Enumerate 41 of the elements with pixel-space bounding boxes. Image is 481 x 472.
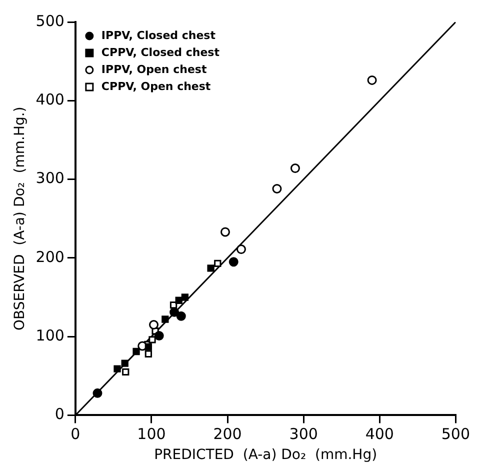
x-tick-label: 100 [137, 425, 166, 444]
point [214, 260, 222, 268]
point [92, 388, 102, 398]
point [122, 368, 130, 376]
point [144, 343, 152, 350]
x-tick-label: 500 [441, 425, 470, 444]
point [114, 365, 121, 372]
y-tick-label: 200 [36, 248, 64, 266]
point [207, 264, 214, 272]
legend-label: IPPV, Closed chest [101, 28, 216, 42]
y-tick-label: 500 [36, 12, 64, 30]
point [175, 296, 182, 304]
y-tick-label: 0 [54, 405, 64, 424]
point [121, 360, 128, 367]
x-tick-label: 300 [289, 425, 318, 444]
legend-label: CPPV, Closed chest [101, 46, 220, 59]
x-tick-label: 200 [213, 425, 242, 444]
point [170, 307, 180, 317]
legend-label: IPPV, Open chest [101, 62, 207, 76]
point [228, 257, 238, 267]
point [367, 75, 377, 85]
y-tick-label: 400 [36, 90, 64, 109]
x-tick-label: 400 [365, 425, 394, 444]
point [148, 336, 156, 344]
x-tick-label: 0 [70, 425, 80, 444]
legend-label: CPPV, Open chest [101, 80, 211, 93]
point [272, 184, 282, 194]
point [149, 320, 159, 330]
point [176, 311, 186, 321]
y-axis-title: OBSERVED (A-a) Do₂ (mm.Hg.) [12, 106, 28, 331]
point [220, 227, 230, 237]
point [154, 331, 164, 341]
point [181, 294, 189, 301]
point [162, 316, 169, 323]
y-tick-label: 100 [36, 326, 64, 344]
point [290, 164, 300, 174]
y-tick-label: 300 [36, 169, 64, 188]
x-axis-title: PREDICTED (A-a) Do₂ (mm.Hg) [154, 447, 378, 464]
point [144, 350, 152, 358]
point [132, 348, 140, 356]
point [236, 244, 246, 254]
